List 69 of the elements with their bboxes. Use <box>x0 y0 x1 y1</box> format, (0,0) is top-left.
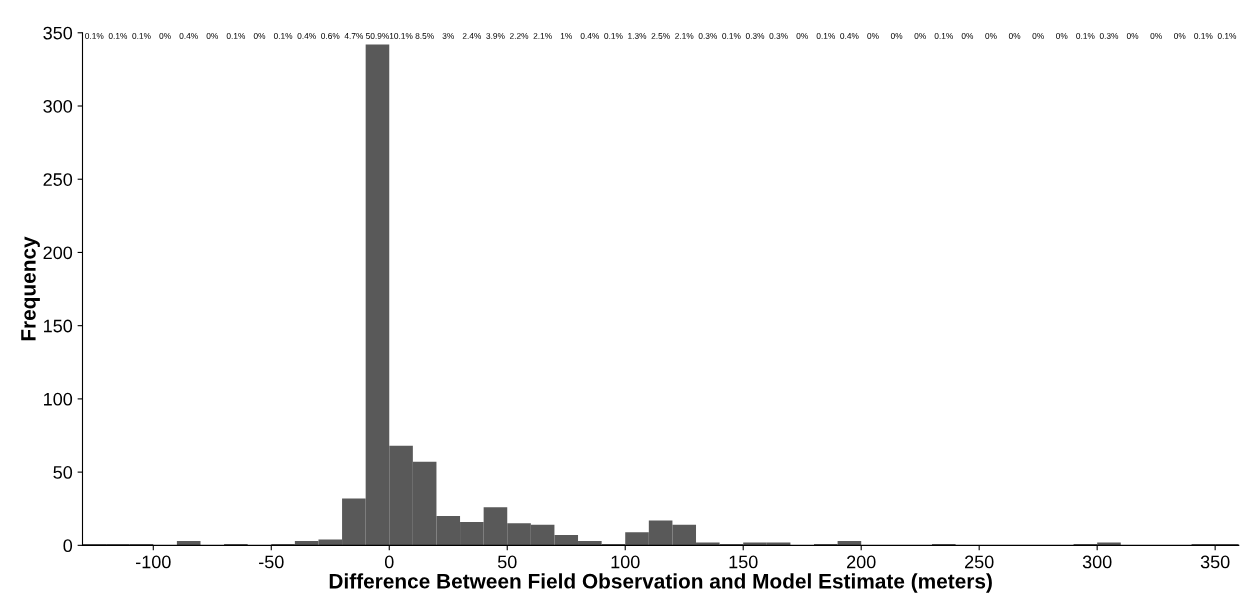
annotation: 2.2% <box>509 33 529 39</box>
annotation: 0.1% <box>108 33 128 39</box>
x-tick-label: 250 <box>965 555 994 569</box>
annotation: 0.4% <box>580 33 600 39</box>
annotation: 0% <box>914 33 926 39</box>
y-axis-title: Frequency <box>21 236 40 341</box>
x-tick-label: 100 <box>611 555 640 569</box>
x-axis-title: Difference Between Field Observation and Model Estimate (meters) <box>329 573 992 593</box>
y-tick-label: 50 <box>53 466 73 479</box>
y-tick-label: 100 <box>44 392 73 406</box>
annotation: 10.1% <box>389 33 413 39</box>
annotation: 50.9% <box>365 33 389 39</box>
annotation: 0.1% <box>816 33 835 39</box>
annotation: 0.4% <box>840 33 859 39</box>
annotation: 0.1% <box>1194 33 1213 39</box>
annotation: 0.3% <box>769 33 788 39</box>
annotation: 2.1% <box>533 33 552 39</box>
annotation: 2.1% <box>675 33 694 39</box>
annotation: 0% <box>206 33 219 39</box>
annotation: 0.1% <box>722 33 741 39</box>
x-tick-label: -50 <box>259 555 284 569</box>
annotation: 0% <box>253 33 266 39</box>
annotation: 0.1% <box>226 33 246 39</box>
y-tick-label: 200 <box>43 246 73 260</box>
annotation: 0.1% <box>934 33 953 39</box>
annotation: 2.5% <box>651 33 670 39</box>
annotation: 0% <box>985 33 997 39</box>
annotation: 0% <box>890 33 903 39</box>
annotation: 0.3% <box>698 33 718 39</box>
annotation: 0.3% <box>1099 33 1119 39</box>
annotation: 0.1% <box>85 33 104 39</box>
y-tick-label: 300 <box>43 99 73 113</box>
annotation: 0% <box>796 33 808 39</box>
annotation: 1.3% <box>628 33 647 39</box>
x-tick-label: -100 <box>136 555 171 569</box>
annotation: 0% <box>1150 33 1162 39</box>
y-tick-label: 250 <box>43 173 73 186</box>
annotation: 0.1% <box>273 33 293 39</box>
annotation: 0.6% <box>321 33 340 39</box>
annotation: 0.1% <box>604 33 623 39</box>
annotation: 3% <box>442 33 454 39</box>
annotation: 0.1% <box>132 33 151 39</box>
annotation: 0% <box>1032 33 1044 39</box>
x-tick-label: 300 <box>1082 555 1112 569</box>
annotation: 3.9% <box>486 33 505 39</box>
annotation: 0% <box>961 33 974 39</box>
annotation: 0% <box>1056 33 1068 39</box>
annotation: 0% <box>159 33 171 39</box>
x-tick-label: 50 <box>497 555 517 569</box>
x-tick-label: 200 <box>847 555 876 569</box>
y-tick-label: 350 <box>43 26 73 40</box>
y-tick-label: 150 <box>44 319 73 333</box>
annotation: 8.5% <box>415 33 434 39</box>
x-tick-label: 350 <box>1200 555 1230 569</box>
x-tick-label: 0 <box>384 555 394 569</box>
annotation: 0% <box>867 33 879 39</box>
annotation: 1% <box>560 33 572 39</box>
annotation: 0.1% <box>1076 33 1095 39</box>
annotation: 4.7% <box>344 33 364 39</box>
annotation: 0.4% <box>179 33 198 39</box>
x-tick-label: 150 <box>729 555 758 569</box>
annotation: 0.3% <box>745 33 765 39</box>
annotation: 0% <box>1174 33 1186 39</box>
annotation: 0% <box>1126 33 1139 39</box>
annotation: 2.4% <box>462 33 482 39</box>
annotation: 0% <box>1008 33 1021 39</box>
annotation: 0.4% <box>297 33 316 39</box>
annotation: 0.1% <box>1217 33 1237 39</box>
y-tick-label: 0 <box>63 539 73 553</box>
